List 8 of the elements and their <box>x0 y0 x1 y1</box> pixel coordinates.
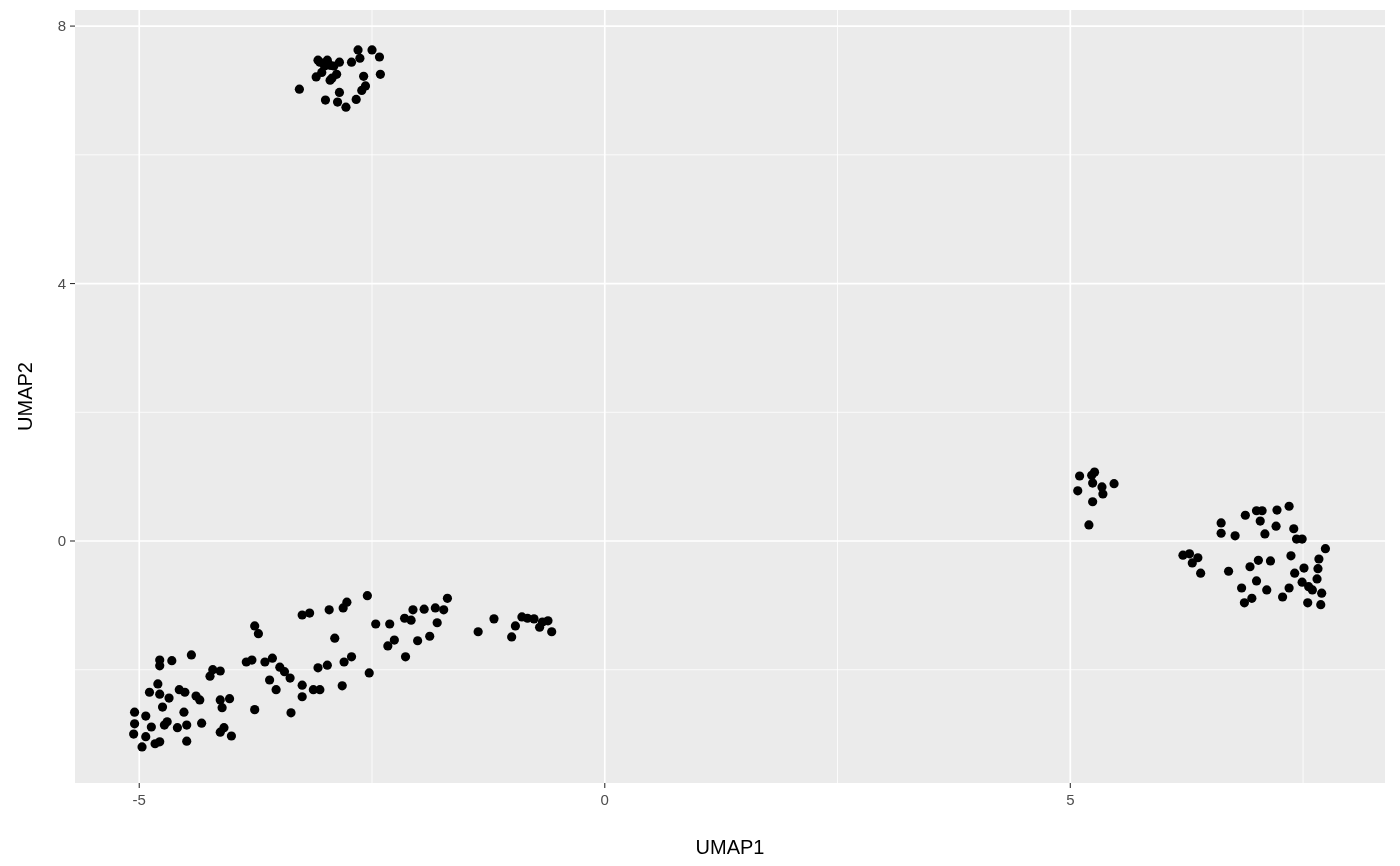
x-tick-label: -5 <box>132 791 146 808</box>
x-axis-title: UMAP1 <box>695 836 765 858</box>
x-tick-label: 5 <box>1066 791 1075 808</box>
x-tick-label: 0 <box>600 791 609 808</box>
y-axis-title: UMAP2 <box>14 362 36 431</box>
y-tick-label: 0 <box>57 532 66 550</box>
y-tick-label: 4 <box>57 274 66 292</box>
y-tick-label: 8 <box>57 17 66 35</box>
